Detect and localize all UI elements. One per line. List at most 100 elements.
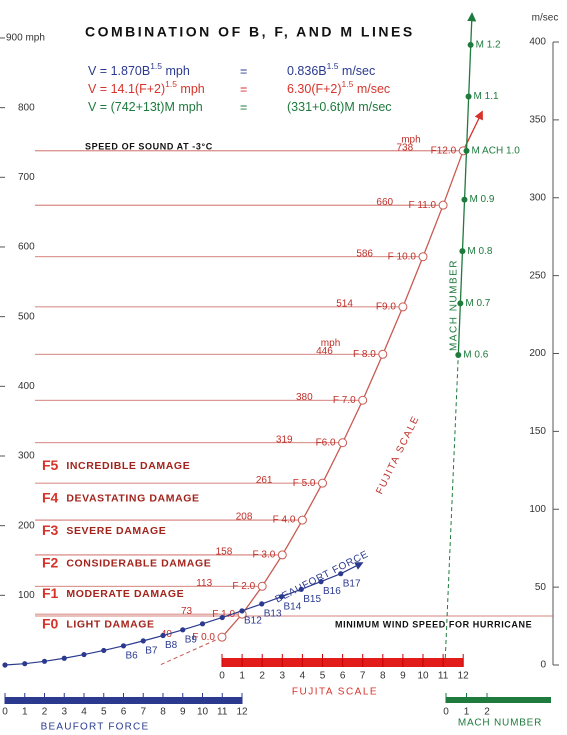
fujita-point <box>297 515 307 525</box>
fujita-mph: 208 <box>236 512 253 523</box>
fujita-scale-label: 1 <box>239 671 245 682</box>
left-tick-label: 200 <box>18 520 35 531</box>
mach-label: M 1.2 <box>476 40 501 51</box>
right-tick-label: 0 <box>540 660 546 671</box>
right-axis-unit: m/sec <box>532 13 559 24</box>
beaufort-point <box>2 662 8 668</box>
formula-base: (331+0.6t)M m/sec <box>287 100 392 114</box>
beaufort-point <box>259 601 265 607</box>
formula-right: 0.836B1.5 m/sec <box>287 61 375 78</box>
damage-code: F2 <box>42 554 59 570</box>
title: COMBINATION OF B, F, AND M LINES <box>85 24 415 40</box>
beaufort-label: B12 <box>244 616 262 627</box>
fujita-scale-label: 6 <box>340 671 346 682</box>
fujita-label: F12.0 <box>431 145 457 156</box>
beaufort-point <box>239 608 245 614</box>
damage-label: F2 CONSIDERABLE DAMAGE <box>42 554 211 570</box>
mach-label: M 0.6 <box>463 350 488 361</box>
left-tick-label: 700 <box>18 172 35 183</box>
damage-text: MODERATE DAMAGE <box>66 588 184 600</box>
fujita-mph: 113 <box>196 578 212 589</box>
beaufort-label: B8 <box>165 640 178 651</box>
fujita-mph: 738 <box>397 142 414 153</box>
fujita-scale-label: 10 <box>417 671 429 682</box>
formula-base: 0.836B <box>287 64 327 78</box>
beaufort-point <box>81 651 87 658</box>
fujita-mph: 380 <box>296 392 313 403</box>
mach-scale-bar <box>446 697 551 703</box>
formula-exponent: 1.5 <box>342 79 354 89</box>
beaufort-scale-label: 3 <box>61 707 67 718</box>
fujita-unit: mph <box>401 134 420 145</box>
formula-left: V = 1.870B1.5 mph <box>88 61 190 78</box>
fujita-label: F 1.0 <box>212 609 235 620</box>
beaufort-point <box>101 647 107 654</box>
damage-label: F5 INCREDIBLE DAMAGE <box>42 457 190 473</box>
fujita-mph: 586 <box>356 248 373 259</box>
formula-equals: = <box>240 64 247 78</box>
beaufort-point <box>120 643 127 649</box>
right-tick-label: 200 <box>529 348 546 359</box>
right-tick-label: 350 <box>529 115 546 126</box>
mach-scale-label: 2 <box>484 707 490 718</box>
fujita-label: F 11.0 <box>408 200 436 211</box>
left-tick-label: 800 <box>18 102 35 113</box>
beaufort-point <box>298 586 304 592</box>
fujita-label: F 0.0 <box>192 632 215 643</box>
damage-code: F5 <box>42 457 59 473</box>
fujita-scale-label: 4 <box>300 671 306 682</box>
fujita-label: F9.0 <box>376 302 396 313</box>
formula-right: (331+0.6t)M m/sec <box>287 100 392 114</box>
fujita-point <box>277 550 287 560</box>
left-tick-label: 500 <box>18 311 35 322</box>
fujita-label: F 10.0 <box>388 251 417 262</box>
beaufort-scale-label: 9 <box>180 707 186 718</box>
beaufort-label: B7 <box>145 646 158 657</box>
right-tick-label: 50 <box>535 582 547 593</box>
fujita-point <box>318 478 327 488</box>
damage-label: F0 LIGHT DAMAGE <box>42 615 155 631</box>
formula-equals: = <box>240 82 247 96</box>
mach-point <box>463 147 470 154</box>
mach-label: M 1.1 <box>474 91 499 102</box>
fujita-scale-label: 3 <box>280 671 286 682</box>
left-tick-label: 300 <box>18 451 35 462</box>
beaufort-label: B9 <box>185 634 198 645</box>
fujita-curve-label: FUJITA SCALE <box>374 414 422 496</box>
beaufort-scale-label: 8 <box>160 707 166 718</box>
mach-label: M ACH 1.0 <box>472 145 521 156</box>
mach-point <box>467 41 474 48</box>
hurricane-note: MINIMUM WIND SPEED FOR HURRICANE <box>335 619 532 629</box>
mach-label: M 0.9 <box>469 194 494 205</box>
mach-scale-title: MACH NUMBER <box>458 718 542 729</box>
beaufort-scale-label: 5 <box>101 707 107 718</box>
fujita-point <box>398 302 408 312</box>
fujita-point <box>358 395 368 405</box>
formula-exponent: 1.5 <box>327 61 339 71</box>
left-tick-label: 100 <box>18 590 35 601</box>
damage-label: F4 DEVASTATING DAMAGE <box>42 489 200 505</box>
beaufort-arrow <box>340 562 364 575</box>
beaufort-label: B17 <box>343 578 361 589</box>
formula-unit: m/sec <box>338 64 375 78</box>
mach-scale-label: 1 <box>464 707 470 718</box>
formula-left: V = (742+13t)M mph <box>88 100 203 114</box>
fujita-scale-label: 12 <box>458 671 470 682</box>
mach-label: M 0.7 <box>465 298 490 309</box>
fujita-point <box>217 632 227 642</box>
mach-point <box>461 196 468 203</box>
formula-base: V = 14.1(F+2) <box>88 82 165 96</box>
fujita-scale-label: 11 <box>438 671 449 682</box>
beaufort-label: B13 <box>264 609 282 620</box>
fujita-label: F 8.0 <box>353 349 376 360</box>
formula-base: V = 1.870B <box>88 64 150 78</box>
formula-base: V = (742+13t)M mph <box>88 100 203 114</box>
formula-unit: mph <box>177 82 205 96</box>
beaufort-point <box>338 571 344 577</box>
speed-of-sound-note: SPEED OF SOUND AT -3°C <box>85 141 213 151</box>
beaufort-curve <box>4 573 341 666</box>
fujita-unit: mph <box>321 338 340 349</box>
